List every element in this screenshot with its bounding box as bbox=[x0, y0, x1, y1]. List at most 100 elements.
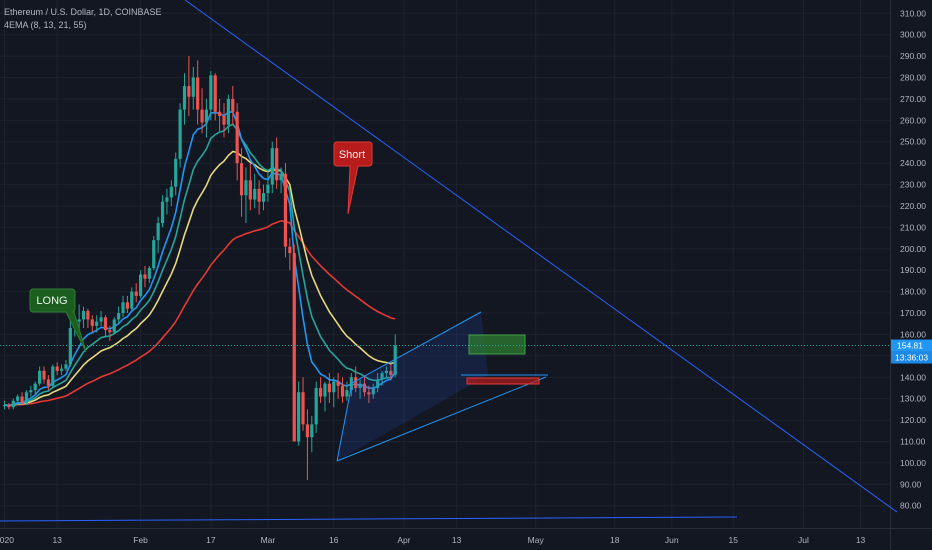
long-label: LONG bbox=[36, 295, 67, 307]
candle-body bbox=[191, 77, 195, 97]
candle-body bbox=[117, 313, 121, 320]
channel-fill bbox=[337, 312, 488, 461]
candle-body bbox=[239, 163, 244, 196]
time-axis-label: 13 bbox=[856, 535, 866, 545]
candle-body bbox=[244, 180, 248, 196]
candle-body bbox=[7, 405, 11, 408]
indicator-title: 4EMA (8, 13, 21, 55) bbox=[4, 20, 87, 30]
time-axis-label: 17 bbox=[206, 535, 216, 545]
candle-body bbox=[336, 381, 340, 386]
ema-13-line bbox=[4, 123, 396, 407]
candle-body bbox=[253, 188, 257, 200]
candle-body bbox=[283, 173, 288, 247]
candle-body bbox=[121, 302, 125, 314]
time-axis-label: Apr bbox=[397, 535, 410, 545]
short-callout[interactable] bbox=[333, 141, 373, 215]
candle-body bbox=[125, 302, 130, 309]
stop-box[interactable] bbox=[466, 377, 540, 385]
candle-body bbox=[384, 370, 389, 373]
price-axis-label: 250.00 bbox=[900, 137, 926, 147]
candle-body bbox=[231, 98, 235, 112]
ema-21-line bbox=[4, 150, 396, 407]
candle-body bbox=[345, 390, 349, 397]
channel-lower-line[interactable] bbox=[336, 376, 547, 462]
price-axis-label: 260.00 bbox=[900, 115, 926, 125]
candle-body bbox=[354, 377, 358, 388]
candle-body bbox=[147, 268, 151, 279]
countdown-value: 13:36:03 bbox=[895, 353, 928, 363]
candle-body bbox=[46, 379, 50, 386]
candle-body bbox=[318, 387, 323, 397]
time-axis-label: May bbox=[528, 535, 545, 545]
price-axis-label: 190.00 bbox=[900, 265, 926, 275]
candle-body bbox=[376, 379, 380, 388]
price-axis-label: 220.00 bbox=[900, 201, 926, 211]
candle-body bbox=[358, 383, 362, 388]
candle-body bbox=[275, 148, 279, 181]
candle-body bbox=[261, 193, 266, 202]
descending-trendline[interactable] bbox=[184, 0, 898, 513]
time-axis-label: Jul bbox=[798, 535, 809, 545]
channel-upper-line[interactable] bbox=[351, 311, 482, 384]
channel-left-line bbox=[336, 382, 353, 462]
candle-body bbox=[187, 86, 191, 97]
candle-body bbox=[380, 372, 384, 380]
candle-body bbox=[310, 424, 314, 438]
price-axis-label: 200.00 bbox=[900, 244, 926, 254]
candle-body bbox=[112, 319, 116, 333]
candle-body bbox=[55, 366, 59, 371]
price-axis-label: 170.00 bbox=[900, 308, 926, 318]
candle-body bbox=[143, 274, 147, 279]
price-axis-label: 130.00 bbox=[900, 394, 926, 404]
current-price-value: 154.81 bbox=[897, 341, 923, 351]
candle-body bbox=[81, 310, 86, 320]
candle-body bbox=[270, 148, 274, 185]
candle-body bbox=[266, 184, 270, 194]
candle-body bbox=[59, 368, 64, 371]
price-axis-label: 210.00 bbox=[900, 222, 926, 232]
candle-body bbox=[24, 392, 29, 403]
candle-body bbox=[367, 392, 371, 395]
candle-body bbox=[68, 328, 72, 365]
ema-8-line bbox=[4, 111, 396, 407]
candle-body bbox=[218, 111, 222, 117]
candle-body bbox=[169, 186, 173, 198]
target-box[interactable] bbox=[468, 334, 526, 355]
candle-body bbox=[209, 75, 213, 110]
candle-body bbox=[371, 387, 375, 395]
candle-body bbox=[196, 77, 200, 110]
candle-body bbox=[156, 223, 160, 241]
price-axis-label: 100.00 bbox=[900, 458, 926, 468]
candle-body bbox=[160, 201, 165, 224]
price-axis-label: 160.00 bbox=[900, 329, 926, 339]
price-axis-label: 110.00 bbox=[900, 436, 926, 446]
price-axis-label: 80.00 bbox=[900, 501, 922, 511]
candle-body bbox=[340, 385, 345, 397]
candle-body bbox=[248, 180, 252, 200]
candle-body bbox=[29, 390, 33, 393]
time-axis-label: 15 bbox=[729, 535, 739, 545]
candle-body bbox=[77, 319, 81, 322]
candle-body bbox=[279, 173, 283, 181]
candle-body bbox=[314, 387, 318, 425]
chart-legend: Ethereum / U.S. Dollar, 1D, COINBASE 4EM… bbox=[4, 6, 162, 32]
candle-body bbox=[130, 291, 134, 309]
time-axis-label: Feb bbox=[133, 535, 148, 545]
short-label: Short bbox=[339, 149, 365, 161]
price-axis-label: 290.00 bbox=[900, 51, 926, 61]
candle-body bbox=[362, 383, 367, 393]
price-axis-label: 230.00 bbox=[900, 180, 926, 190]
candle-body bbox=[389, 370, 393, 376]
candle-body bbox=[42, 370, 46, 380]
symbol-title: Ethereum / U.S. Dollar, 1D, COINBASE bbox=[4, 7, 162, 17]
candle-body bbox=[174, 158, 178, 187]
candle-body bbox=[16, 396, 20, 401]
long-callout[interactable] bbox=[29, 288, 87, 353]
candle-body bbox=[86, 310, 90, 320]
candle-body bbox=[235, 111, 239, 164]
bottom-horizontal-line[interactable] bbox=[0, 516, 738, 522]
countdown-tag bbox=[891, 351, 932, 364]
time-axis-label: Jun bbox=[665, 535, 679, 545]
candle-body bbox=[103, 317, 108, 331]
